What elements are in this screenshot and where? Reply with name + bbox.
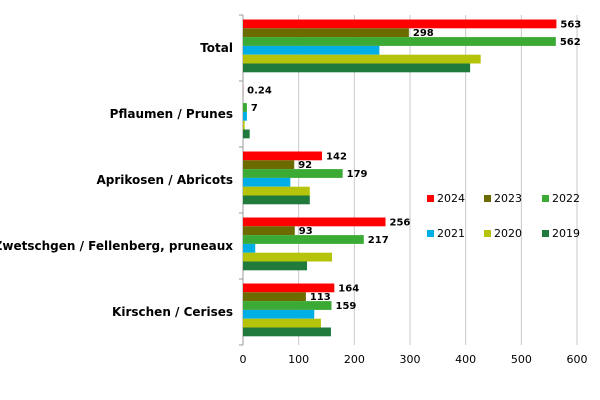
x-tick-label: 0 [240, 353, 247, 366]
data-label: 159 [336, 301, 357, 312]
bar-2020 [243, 252, 333, 262]
legend-label: 2023 [494, 192, 522, 205]
data-label: 298 [413, 28, 434, 39]
bar-2019 [243, 195, 310, 205]
category-label: Pflaumen / Prunes [110, 107, 233, 121]
legend-swatch [427, 195, 434, 202]
data-label: 217 [368, 235, 389, 246]
legend-swatch [427, 230, 434, 237]
bar-2021 [243, 309, 315, 319]
data-label: 113 [310, 292, 331, 303]
data-label: 7 [251, 103, 258, 114]
legend-swatch [542, 195, 549, 202]
bar-2022 [243, 103, 247, 112]
data-label: 164 [338, 283, 359, 294]
bar-2020 [243, 186, 310, 196]
x-tick-label: 200 [344, 353, 365, 366]
bar-2022 [243, 235, 364, 244]
bar-2019 [243, 327, 331, 337]
bar-2023 [243, 292, 306, 302]
bar-2024 [243, 151, 323, 161]
bar-2020 [243, 54, 481, 64]
bar-2023 [243, 226, 295, 236]
bar-2021 [243, 243, 256, 253]
legend-label: 2021 [437, 227, 465, 240]
bar-2023 [243, 28, 409, 38]
bar-2022 [243, 37, 556, 46]
x-tick-label: 300 [400, 353, 421, 366]
bar-2020 [243, 318, 321, 328]
data-label: 142 [326, 151, 347, 162]
legend-label: 2019 [552, 227, 580, 240]
bar-2019 [243, 261, 308, 271]
category-label: Aprikosen / Abricots [96, 173, 233, 187]
data-label: 179 [347, 169, 368, 180]
bar-2024 [243, 217, 386, 227]
bar-2024 [243, 283, 335, 293]
legend-label: 2024 [437, 192, 465, 205]
category-label: Kirschen / Cerises [112, 305, 233, 319]
legend-swatch [542, 230, 549, 237]
x-tick-label: 600 [567, 353, 588, 366]
legend-swatch [484, 230, 491, 237]
x-tick-label: 100 [288, 353, 309, 366]
bar-2019 [243, 63, 471, 73]
x-tick-label: 500 [511, 353, 532, 366]
bar-2023 [243, 160, 295, 170]
bar-2019 [243, 129, 250, 139]
legend-label: 2020 [494, 227, 522, 240]
bar-2021 [243, 177, 291, 187]
x-tick-label: 400 [455, 353, 476, 366]
data-label: 562 [560, 37, 581, 48]
bar-2021 [243, 111, 247, 121]
category-label: Total [200, 41, 233, 55]
bar-2022 [243, 169, 343, 178]
bar-2021 [243, 45, 380, 55]
bar-2020 [243, 120, 245, 130]
data-label: 92 [298, 160, 312, 171]
data-label: 0.24 [247, 85, 272, 96]
data-label: 93 [299, 226, 313, 237]
data-label: 256 [390, 217, 411, 228]
data-label: 563 [560, 19, 581, 30]
category-label: Zwetschgen / Fellenberg, pruneaux [0, 239, 233, 253]
bar-2022 [243, 301, 332, 310]
legend-label: 2022 [552, 192, 580, 205]
bar-2024 [243, 19, 557, 29]
legend-swatch [484, 195, 491, 202]
